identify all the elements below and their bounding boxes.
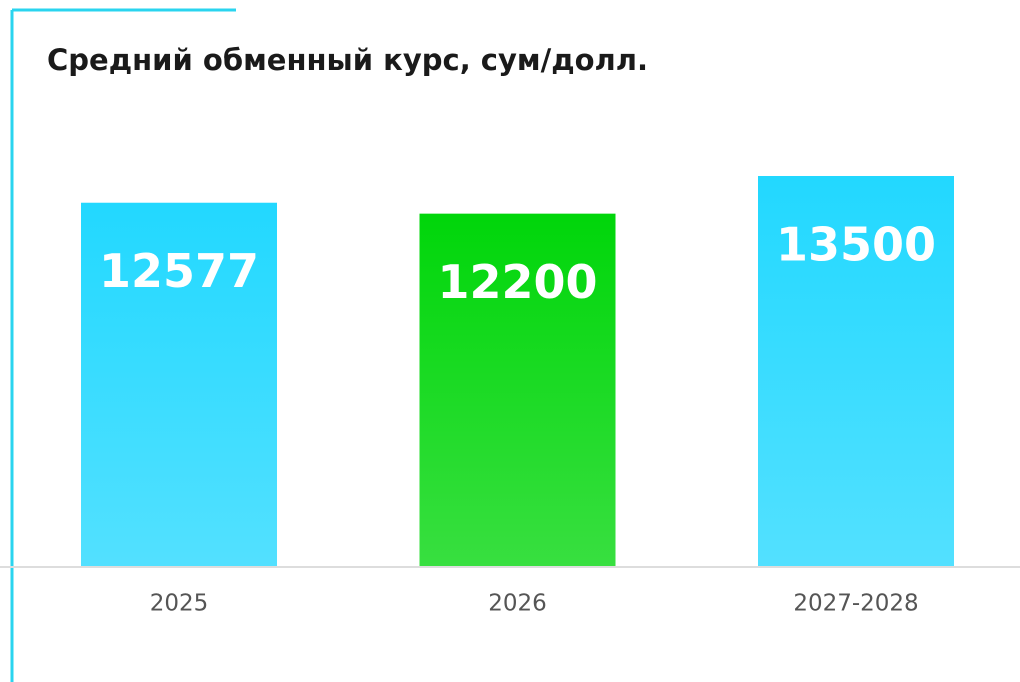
x-tick-label: 2026 — [488, 591, 547, 617]
chart-title: Средний обменный курс, сум/долл. — [47, 43, 648, 77]
x-tick-label: 2025 — [150, 591, 209, 617]
bar — [81, 202, 277, 567]
value-label: 12200 — [437, 255, 597, 309]
bar — [419, 213, 616, 567]
bar — [758, 176, 954, 567]
x-tick-label: 2027-2028 — [793, 591, 918, 617]
value-label: 13500 — [776, 218, 936, 272]
value-label: 12577 — [99, 244, 259, 298]
